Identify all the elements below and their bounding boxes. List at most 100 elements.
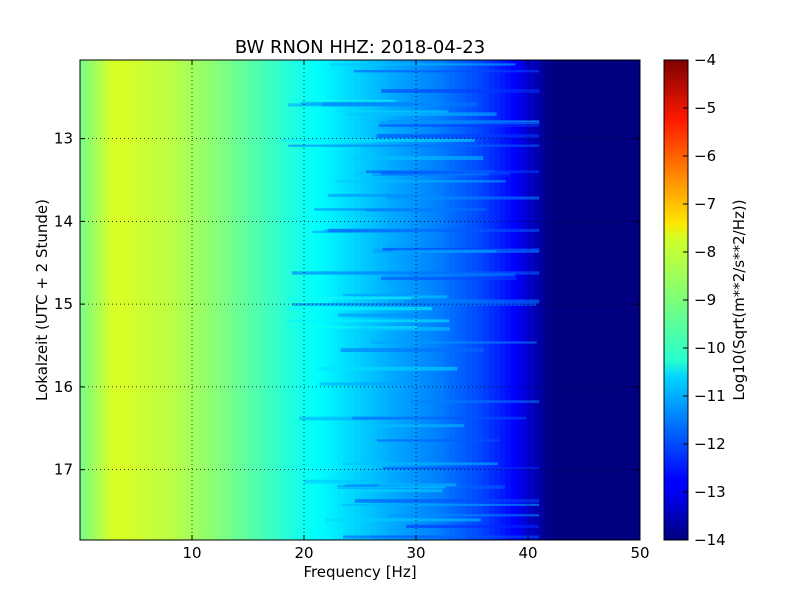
heatmap-column bbox=[388, 60, 395, 540]
heatmap-streak bbox=[356, 295, 448, 299]
plot-frame bbox=[79, 59, 641, 541]
colorbar-tick-label: −8 bbox=[694, 243, 716, 261]
heatmap-streak bbox=[381, 171, 510, 175]
heatmap-column bbox=[220, 60, 227, 540]
heatmap-column bbox=[85, 60, 92, 540]
heatmap-streak bbox=[410, 273, 516, 277]
heatmap-column bbox=[354, 60, 361, 540]
heatmap-column bbox=[96, 60, 103, 540]
heatmap-streak bbox=[319, 382, 421, 386]
heatmap-streak bbox=[378, 124, 540, 127]
y-tick-label: 15 bbox=[54, 295, 73, 313]
heatmap-column bbox=[382, 60, 389, 540]
heatmap-column bbox=[186, 60, 193, 540]
heatmap-streak bbox=[353, 70, 540, 73]
heatmap-column bbox=[197, 60, 204, 540]
heatmap-column bbox=[360, 60, 367, 540]
heatmap-streak bbox=[365, 170, 540, 174]
colorbar-tick-label: −12 bbox=[694, 435, 726, 453]
y-tick-label: 17 bbox=[54, 461, 73, 479]
heatmap-column bbox=[600, 60, 607, 540]
heatmap-streak bbox=[281, 139, 475, 142]
colorbar-tick-label: −4 bbox=[694, 51, 716, 69]
heatmap-streak bbox=[381, 89, 540, 93]
x-tick-label: 50 bbox=[630, 544, 649, 562]
heatmap-streak bbox=[376, 439, 500, 442]
heatmap-column bbox=[270, 60, 277, 540]
heatmap-streak bbox=[352, 416, 526, 420]
heatmap-column bbox=[584, 60, 591, 540]
x-tick-label: 40 bbox=[518, 544, 537, 562]
colorbar-ticks: −4 −5 −6 −7 −8 −9 −10 −11 −12 −13 −14 bbox=[683, 51, 726, 549]
heatmap-column bbox=[298, 60, 305, 540]
heatmap-column bbox=[264, 60, 271, 540]
heatmap-streak bbox=[382, 467, 540, 470]
heatmap-column bbox=[259, 60, 266, 540]
heatmap-streak bbox=[336, 110, 449, 113]
heatmap-column bbox=[119, 60, 126, 540]
heatmap-column bbox=[80, 60, 87, 540]
heatmap-column bbox=[276, 60, 283, 540]
heatmap-column bbox=[225, 60, 232, 540]
x-tick-label: 10 bbox=[182, 544, 201, 562]
heatmap-column bbox=[634, 60, 640, 540]
heatmap-column bbox=[595, 60, 602, 540]
heatmap-streak bbox=[291, 271, 540, 275]
heatmap-streak bbox=[342, 503, 540, 506]
heatmap-streak bbox=[304, 479, 372, 484]
heatmap-column bbox=[315, 60, 322, 540]
heatmap-column bbox=[253, 60, 260, 540]
colorbar-tick-label: −5 bbox=[694, 99, 716, 117]
heatmap-streak bbox=[340, 348, 484, 352]
heatmap-streak bbox=[343, 293, 412, 297]
heatmap-streak bbox=[290, 99, 396, 102]
heatmap-column bbox=[332, 60, 339, 540]
heatmap-column bbox=[152, 60, 159, 540]
colorbar-tick-label: −10 bbox=[694, 339, 726, 357]
heatmap-column bbox=[180, 60, 187, 540]
colorbar-label: Log10(Sqrt(m**2/s**2/Hz)) bbox=[730, 199, 748, 400]
colorbar-tick-label: −7 bbox=[694, 195, 716, 213]
heatmap-streak bbox=[376, 134, 540, 138]
heatmap-streak bbox=[338, 313, 430, 317]
y-axis-ticks: 13 14 15 16 17 bbox=[54, 130, 640, 479]
heatmap-column bbox=[292, 60, 299, 540]
colorbar-tick-label: −14 bbox=[694, 531, 726, 549]
heatmap-column bbox=[567, 60, 574, 540]
grid-lines bbox=[80, 60, 640, 540]
heatmap-streak bbox=[406, 524, 540, 529]
heatmap-column bbox=[214, 60, 221, 540]
heatmap-column bbox=[203, 60, 210, 540]
heatmap-streak bbox=[379, 121, 540, 125]
heatmap-streak bbox=[292, 303, 537, 306]
heatmap-column bbox=[231, 60, 238, 540]
heatmap-streak bbox=[357, 327, 450, 331]
heatmap-column bbox=[158, 60, 165, 540]
heatmap-streak bbox=[327, 193, 442, 197]
heatmap-column bbox=[236, 60, 243, 540]
heatmap-streak bbox=[352, 156, 484, 160]
heatmap-column bbox=[343, 60, 350, 540]
heatmap-column bbox=[539, 60, 546, 540]
colorbar-tick-label: −9 bbox=[694, 291, 716, 309]
heatmap-streak bbox=[389, 514, 540, 517]
heatmap-streak bbox=[327, 486, 446, 489]
heatmap-column bbox=[578, 60, 585, 540]
heatmap-column bbox=[169, 60, 176, 540]
heatmap-streak bbox=[322, 102, 478, 107]
x-tick-label: 20 bbox=[294, 544, 313, 562]
heatmap-column bbox=[348, 60, 355, 540]
heatmap-column bbox=[572, 60, 579, 540]
heatmap-column bbox=[556, 60, 563, 540]
heatmap-column bbox=[589, 60, 596, 540]
heatmap-column bbox=[550, 60, 557, 540]
heatmap-streak bbox=[288, 319, 450, 323]
y-axis-label: Lokalzeit (UTC + 2 Stunde) bbox=[33, 199, 51, 401]
y-tick-label: 14 bbox=[54, 212, 73, 230]
heatmap-column bbox=[612, 60, 619, 540]
heatmap-column bbox=[242, 60, 249, 540]
colorbar-tick-label: −13 bbox=[694, 483, 726, 501]
heatmap-column bbox=[175, 60, 182, 540]
heatmap-column bbox=[606, 60, 613, 540]
heatmap-column bbox=[337, 60, 344, 540]
